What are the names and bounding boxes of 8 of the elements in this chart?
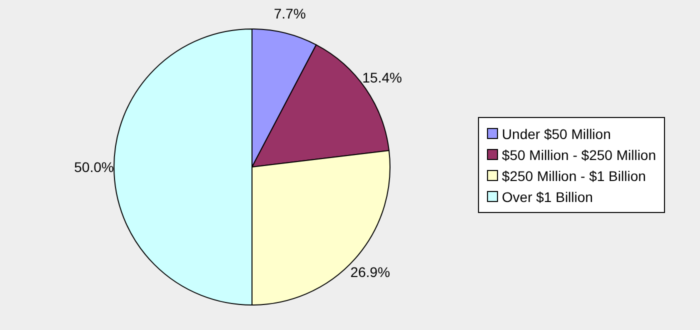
legend-label: $50 Million - $250 Million — [502, 146, 656, 162]
legend-label: Over $1 Billion — [502, 188, 593, 204]
data-label: 26.9% — [350, 264, 390, 280]
legend-label: $250 Million - $1 Billion — [502, 168, 646, 184]
data-label: 7.7% — [274, 6, 306, 22]
legend-label: Under $50 Million — [502, 126, 611, 142]
data-label: 15.4% — [362, 69, 402, 86]
data-label: 50.0% — [74, 159, 114, 175]
